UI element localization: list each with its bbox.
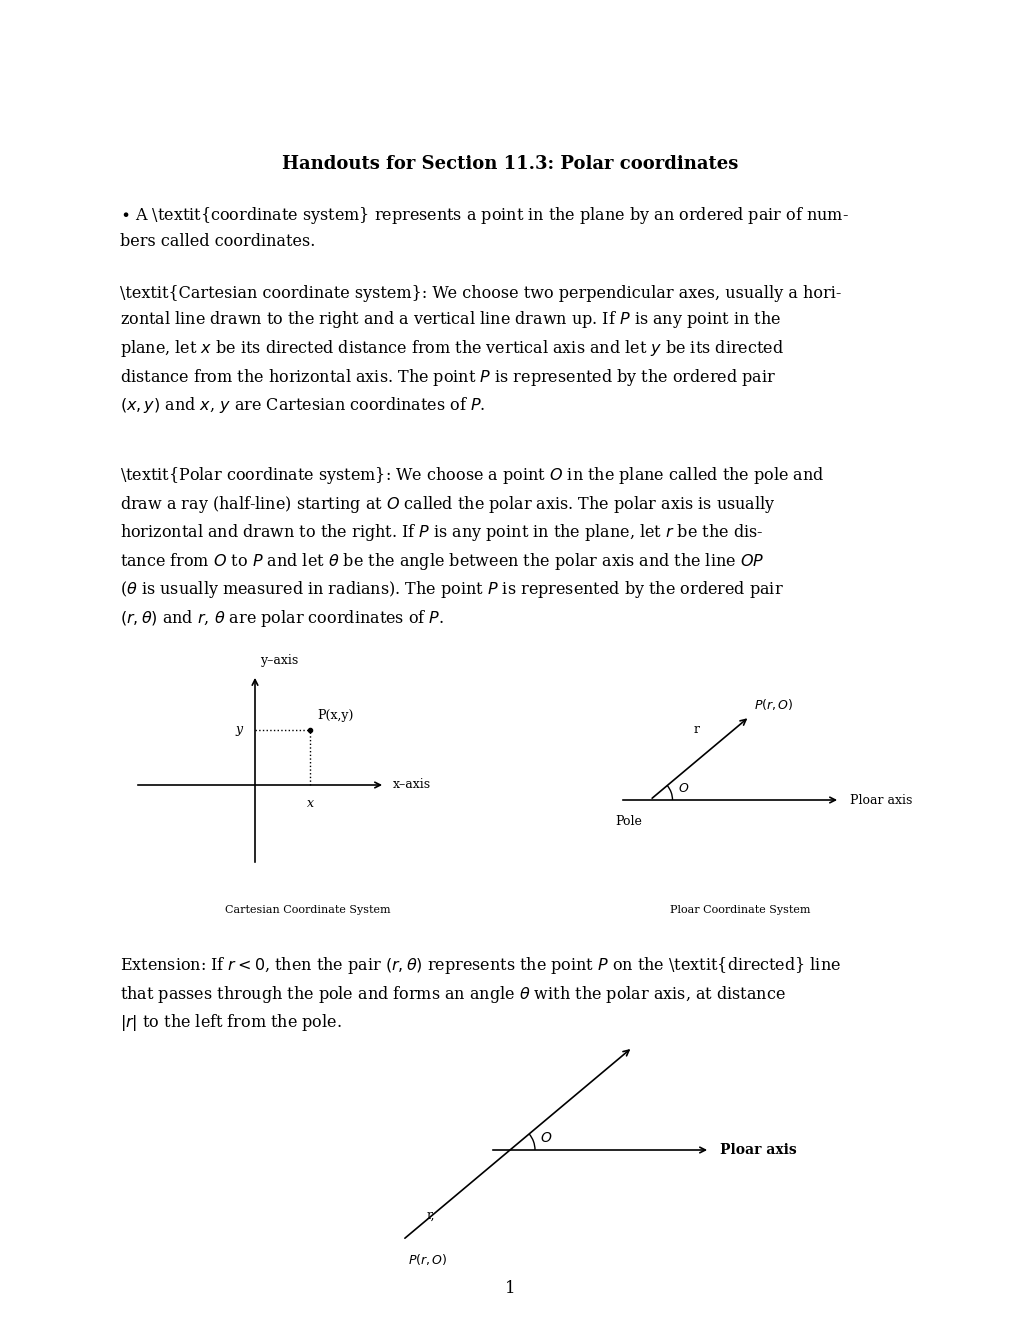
Text: \textit{Polar coordinate system}: We choose a point $O$ in the plane called the : \textit{Polar coordinate system}: We cho…: [120, 465, 823, 628]
Text: r: r: [693, 723, 699, 737]
Text: r,: r,: [426, 1209, 435, 1221]
Text: $\bullet$ A \textit{coordinate system} represents a point in the plane by an ord: $\bullet$ A \textit{coordinate system} r…: [120, 205, 848, 249]
Text: $P(r,O)$: $P(r,O)$: [408, 1251, 447, 1267]
Text: $O$: $O$: [539, 1131, 552, 1144]
Text: Ploar Coordinate System: Ploar Coordinate System: [669, 906, 810, 915]
Text: Handouts for Section 11.3: Polar coordinates: Handouts for Section 11.3: Polar coordin…: [281, 154, 738, 173]
Text: \textit{Cartesian coordinate system}: We choose two perpendicular axes, usually : \textit{Cartesian coordinate system}: We…: [120, 285, 841, 414]
Text: Ploar axis: Ploar axis: [849, 793, 911, 807]
Text: 1: 1: [504, 1280, 515, 1298]
Text: Cartesian Coordinate System: Cartesian Coordinate System: [225, 906, 390, 915]
Text: Ploar axis: Ploar axis: [719, 1143, 796, 1158]
Text: y: y: [235, 723, 243, 737]
Text: x–axis: x–axis: [392, 779, 431, 792]
Text: Extension: If $r < 0$, then the pair $(r, \theta)$ represents the point $P$ on t: Extension: If $r < 0$, then the pair $(r…: [120, 954, 841, 1034]
Text: x: x: [306, 797, 313, 810]
Text: $O$: $O$: [678, 781, 689, 795]
Text: $P(r,O)$: $P(r,O)$: [753, 697, 793, 713]
Text: P(x,y): P(x,y): [317, 709, 353, 722]
Text: Pole: Pole: [614, 814, 641, 828]
Text: y–axis: y–axis: [260, 653, 298, 667]
